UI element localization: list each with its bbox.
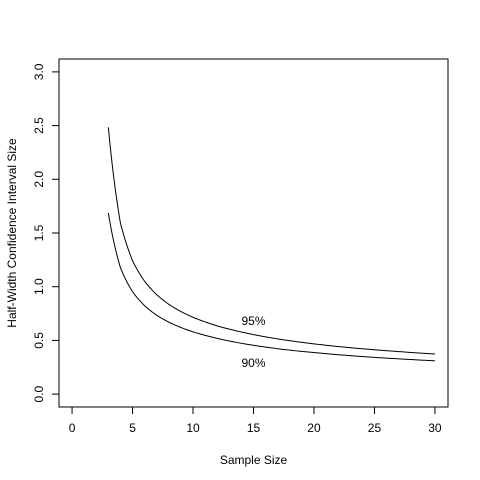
y-tick-label: 2.5 xyxy=(32,117,46,134)
x-tick-label: 15 xyxy=(247,421,261,435)
y-axis-title: Half-Width Confidence Interval Size xyxy=(5,138,19,328)
y-tick-label: 0.0 xyxy=(32,385,46,402)
x-tick-label: 20 xyxy=(307,421,321,435)
x-tick-label: 30 xyxy=(428,421,442,435)
y-tick-label: 1.5 xyxy=(32,224,46,241)
x-tick-label: 0 xyxy=(69,421,76,435)
series-labels: 95% 90% xyxy=(241,314,265,370)
series-lines xyxy=(107,127,435,362)
y-tick-label: 1.0 xyxy=(32,278,46,295)
y-axis: 0.0 0.5 1.0 1.5 2.0 2.5 3.0 xyxy=(32,63,59,402)
x-tick-label: 25 xyxy=(368,421,382,435)
series-label-1: 95% xyxy=(241,314,265,328)
series-line-2 xyxy=(107,212,435,362)
x-axis: 0 5 10 15 20 25 30 xyxy=(69,407,442,435)
y-tick-label: 3.0 xyxy=(32,63,46,80)
x-tick-label: 10 xyxy=(186,421,200,435)
y-tick-label: 2.0 xyxy=(32,171,46,188)
x-tick-label: 5 xyxy=(129,421,136,435)
y-tick-label: 0.5 xyxy=(32,332,46,349)
series-label-2: 90% xyxy=(241,356,265,370)
x-axis-title: Sample Size xyxy=(220,453,288,467)
series-line-1 xyxy=(107,127,435,355)
